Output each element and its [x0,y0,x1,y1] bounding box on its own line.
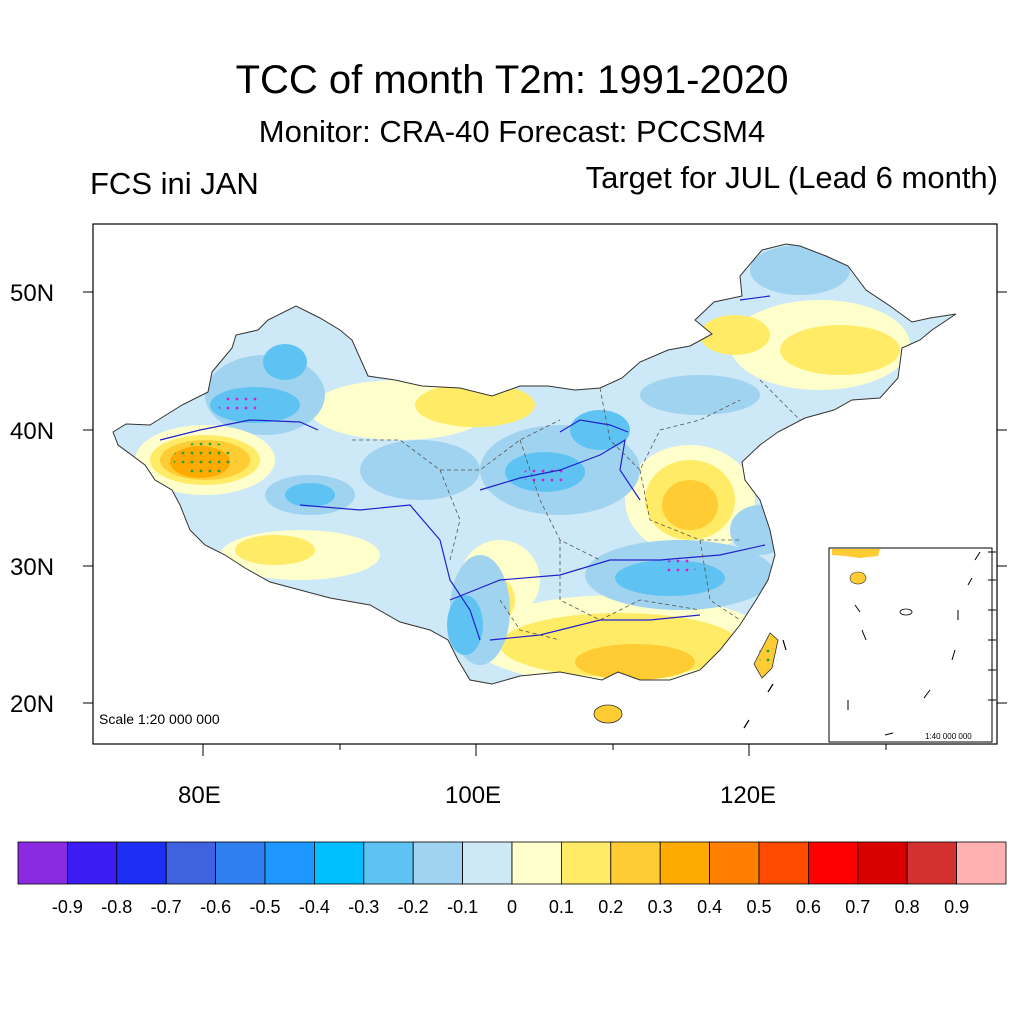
colorbar-tick-label: 0.3 [647,897,673,917]
colorbar-swatch [610,841,661,885]
colorbar-tick-label: 0.1 [548,897,574,917]
lon-label-80e: 80E [178,782,221,809]
taiwan-stipple [759,645,771,665]
colorbar-tick-label: -0.7 [150,897,182,917]
colorbar-swatch [313,841,365,885]
colorbar-swatch [215,841,266,885]
rivers [159,295,771,641]
colorbar-tick-label: -0.2 [397,897,429,917]
colorbar-tick-label: -0.5 [249,897,281,917]
colorbar-swatch [956,841,1007,885]
colorbar-tick-label: 0.7 [845,897,871,917]
hainan-island [593,704,623,724]
colorbar-swatch [659,841,711,885]
colorbar-tick-label: 0.2 [598,897,624,917]
colorbar-tick-label: -0.3 [348,897,380,917]
lat-label-40n: 40N [10,418,55,445]
lat-label-20n: 20N [10,691,55,718]
colorbar-tick-label: -0.4 [298,897,330,917]
lon-label-120e: 120E [720,782,777,809]
colorbar-tick-label: 0.4 [697,897,723,917]
coastal-islands [743,639,787,729]
colorbar-tick-label: 0.8 [894,897,920,917]
colorbar-tick-label: -0.8 [101,897,133,917]
forecast-init-label: FCS ini JAN [90,166,259,201]
colorbar-swatch [17,841,68,885]
inset-scale: 1:40 000 000 [925,732,972,741]
colorbar-swatch [906,841,958,885]
colorbar-tick-label: 0.5 [746,897,772,917]
colorbar-tick-label: -0.1 [447,897,479,917]
colorbar-swatch [363,841,414,885]
colorbar-swatch [561,841,612,885]
colorbar-swatch [462,841,513,885]
province-borders [352,379,801,641]
colorbar-swatch [758,841,809,885]
south-china-sea-inset [828,547,996,743]
colorbar-swatch [264,841,315,885]
map-scale: Scale 1:20 000 000 [99,711,220,727]
colorbar-swatch [116,841,167,885]
chart-title: TCC of month T2m: 1991-2020 [235,58,789,102]
colorbar-swatch [709,841,760,885]
colorbar-swatch [412,841,464,885]
colorbar-swatch [808,841,859,885]
lat-label-50n: 50N [10,280,55,307]
colorbar-tick-label: 0 [506,897,517,917]
colorbar-swatch [165,841,216,885]
target-label: Target for JUL (Lead 6 month) [585,160,998,195]
colorbar-tick-label: -0.6 [200,897,232,917]
colorbar-tick-label: -0.9 [51,897,83,917]
china-outline [112,243,957,685]
colorbar [17,841,1007,885]
axis-ticks [83,291,1007,756]
colorbar-swatch [67,841,118,885]
colorbar-swatch [857,841,908,885]
colorbar-tick-label: 0.6 [795,897,821,917]
chart-subtitle: Monitor: CRA-40 Forecast: PCCSM4 [258,114,766,149]
lon-label-100e: 100E [445,782,502,809]
lat-label-30n: 30N [10,554,55,581]
colorbar-tick-label: 0.9 [944,897,970,917]
colorbar-swatch [511,841,562,885]
